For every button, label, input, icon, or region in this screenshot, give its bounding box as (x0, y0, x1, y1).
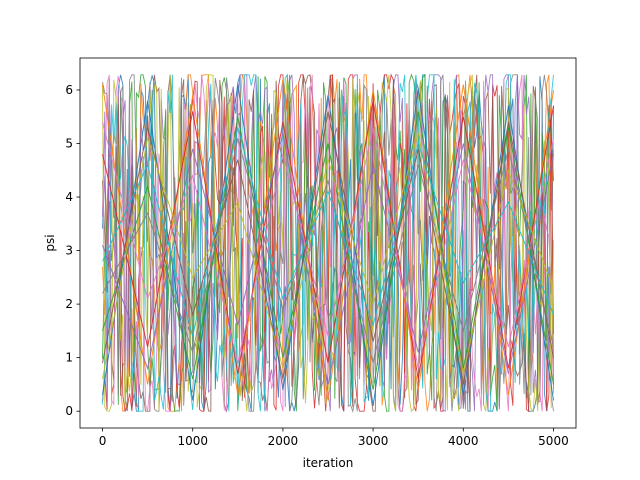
series-line (102, 127, 554, 337)
y-tick-label: 0 (65, 404, 73, 418)
y-tick-label: 2 (65, 297, 73, 311)
series-line (102, 111, 554, 390)
y-tick-label: 6 (65, 83, 73, 97)
x-tick-label: 3000 (358, 434, 389, 448)
series-line (102, 121, 554, 369)
series-line (102, 132, 554, 380)
x-tick-label: 5000 (538, 434, 569, 448)
y-tick-label: 4 (65, 190, 73, 204)
y-tick-label: 3 (65, 244, 73, 258)
y-axis-label: psi (43, 234, 57, 251)
series-line (102, 137, 554, 364)
y-tick-label: 5 (65, 136, 73, 150)
x-axis-label: iteration (303, 456, 354, 470)
x-tick-label: 1000 (177, 434, 208, 448)
y-tick-label: 1 (65, 351, 73, 365)
trace-line-texture (102, 74, 554, 413)
x-axis: 0 1000 2000 3000 4000 5000 (99, 428, 569, 448)
x-tick-label: 0 (99, 434, 107, 448)
series-line (102, 111, 554, 385)
plot-frame (79, 57, 577, 429)
x-tick-label: 4000 (448, 434, 479, 448)
y-axis: 0 1 2 3 4 5 6 (65, 83, 80, 418)
x-tick-label: 2000 (268, 434, 299, 448)
series-line (102, 100, 554, 380)
trace-layer (102, 73, 554, 413)
